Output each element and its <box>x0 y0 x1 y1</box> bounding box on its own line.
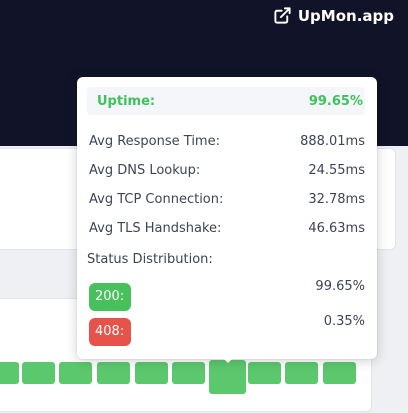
history-bar[interactable] <box>59 362 92 384</box>
metric-label: Avg TCP Connection: <box>89 191 224 207</box>
metric-row-dns-lookup: Avg DNS Lookup: 24.55ms <box>89 159 365 181</box>
external-link-icon <box>274 7 291 24</box>
history-bar-highlighted[interactable] <box>209 360 246 394</box>
history-bar[interactable] <box>285 362 318 384</box>
status-row-200: 200: 99.65% <box>89 279 365 311</box>
history-bar[interactable] <box>323 362 356 384</box>
status-row-408: 408: 0.35% <box>89 314 365 346</box>
history-bar[interactable] <box>248 362 281 384</box>
metric-label: Avg TLS Handshake: <box>89 220 222 236</box>
brand-link[interactable]: UpMon.app <box>273 6 394 25</box>
metric-row-tls-handshake: Avg TLS Handshake: 46.63ms <box>89 217 365 239</box>
uptime-label: Uptime: <box>97 93 156 109</box>
uptime-row: Uptime: 99.65% <box>87 87 365 115</box>
status-badge: 408: <box>89 318 131 346</box>
metric-value: 888.01ms <box>300 133 365 149</box>
metric-row-response-time: Avg Response Time: 888.01ms <box>89 130 365 152</box>
history-bar[interactable] <box>0 362 19 384</box>
tooltip-arrow <box>222 357 234 363</box>
history-bar[interactable] <box>22 362 55 384</box>
uptime-value: 99.65% <box>308 93 363 109</box>
stats-tooltip: Uptime: 99.65% Avg Response Time: 888.01… <box>77 77 377 359</box>
history-bar[interactable] <box>97 362 130 384</box>
status-percent: 0.35% <box>323 314 365 329</box>
status-badge: 200: <box>89 283 131 311</box>
metric-value: 24.55ms <box>308 162 365 178</box>
status-percent: 99.65% <box>315 279 365 294</box>
metric-value: 46.63ms <box>308 220 365 236</box>
brand-name: UpMon.app <box>297 6 394 25</box>
status-distribution-label: Status Distribution: <box>87 252 213 267</box>
metric-row-tcp-connection: Avg TCP Connection: 32.78ms <box>89 188 365 210</box>
history-bar[interactable] <box>172 362 205 384</box>
metric-value: 32.78ms <box>308 191 365 207</box>
metric-label: Avg Response Time: <box>89 133 220 149</box>
history-bar[interactable] <box>135 362 168 384</box>
metric-label: Avg DNS Lookup: <box>89 162 201 178</box>
